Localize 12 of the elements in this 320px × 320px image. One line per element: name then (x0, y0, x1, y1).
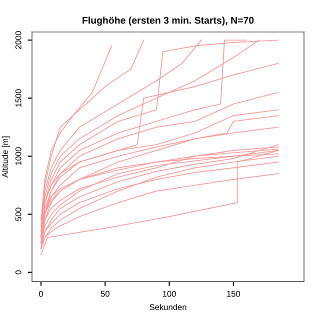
x-tick-label: 0 (38, 290, 43, 297)
chart-title: Flughöhe (ersten 3 min. Starts), N=70 (82, 16, 254, 26)
y-tick-label: 0 (15, 270, 22, 274)
y-axis-title: Altitude [m] (2, 136, 10, 178)
y-tick-label: 1000 (15, 147, 22, 165)
x-axis-title: Sekunden (150, 304, 186, 310)
x-tick-label: 50 (100, 290, 110, 297)
x-tick-label: 100 (162, 290, 176, 297)
y-tick-label: 2000 (15, 31, 22, 49)
x-tick-label: 150 (227, 290, 240, 297)
y-tick-label: 1500 (15, 89, 22, 107)
y-tick-label: 500 (15, 208, 22, 221)
